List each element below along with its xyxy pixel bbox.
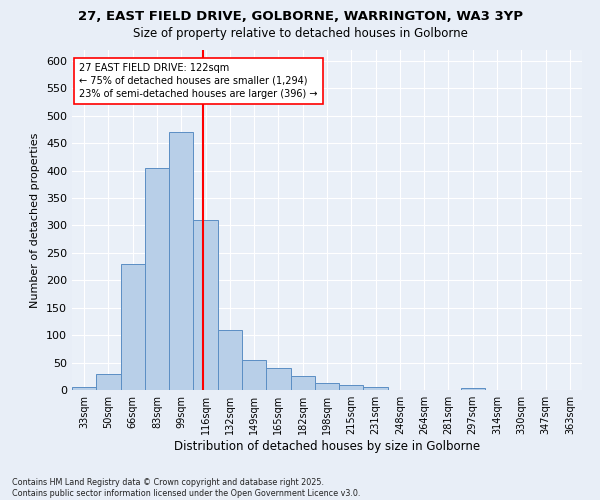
Y-axis label: Number of detached properties: Number of detached properties: [31, 132, 40, 308]
Bar: [315, 383, 339, 390]
Text: 27 EAST FIELD DRIVE: 122sqm
← 75% of detached houses are smaller (1,294)
23% of : 27 EAST FIELD DRIVE: 122sqm ← 75% of det…: [79, 62, 318, 99]
Bar: [96, 374, 121, 390]
Text: 27, EAST FIELD DRIVE, GOLBORNE, WARRINGTON, WA3 3YP: 27, EAST FIELD DRIVE, GOLBORNE, WARRINGT…: [77, 10, 523, 23]
Bar: [290, 376, 315, 390]
Bar: [461, 388, 485, 390]
Bar: [218, 330, 242, 390]
Text: Contains HM Land Registry data © Crown copyright and database right 2025.
Contai: Contains HM Land Registry data © Crown c…: [12, 478, 361, 498]
X-axis label: Distribution of detached houses by size in Golborne: Distribution of detached houses by size …: [174, 440, 480, 453]
Bar: [193, 220, 218, 390]
Text: Size of property relative to detached houses in Golborne: Size of property relative to detached ho…: [133, 28, 467, 40]
Bar: [121, 264, 145, 390]
Bar: [145, 168, 169, 390]
Bar: [169, 132, 193, 390]
Bar: [339, 384, 364, 390]
Bar: [364, 386, 388, 390]
Bar: [242, 360, 266, 390]
Bar: [266, 368, 290, 390]
Bar: [72, 388, 96, 390]
